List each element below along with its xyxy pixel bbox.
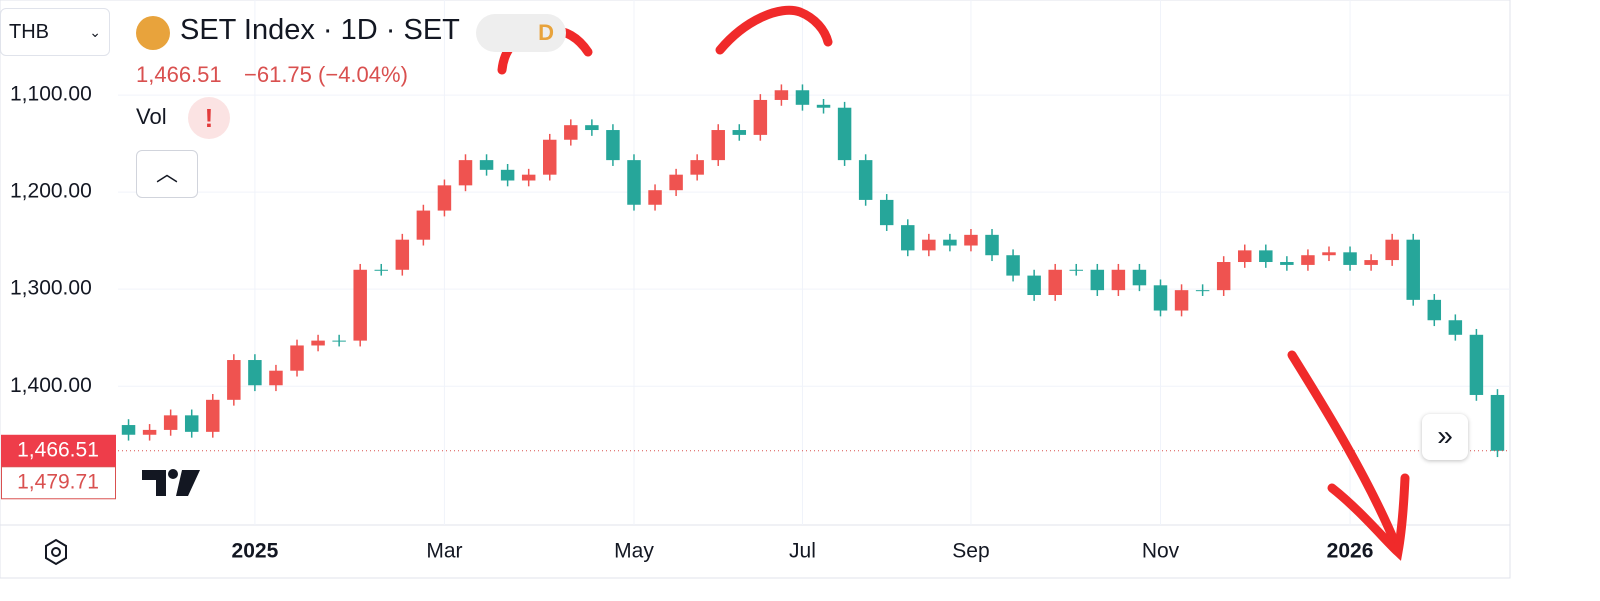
candle-body xyxy=(395,239,410,270)
candle-body xyxy=(1385,239,1399,261)
price-label: 1,466.51 xyxy=(17,438,99,461)
x-tick-label: Jul xyxy=(789,540,816,563)
candle-body xyxy=(1469,334,1484,395)
candle-body xyxy=(1048,269,1062,296)
candle-body xyxy=(1301,255,1315,265)
candle-body xyxy=(374,269,388,271)
candle-body xyxy=(922,239,936,251)
candle-body xyxy=(416,210,431,240)
settings-icon[interactable] xyxy=(45,538,67,566)
candle-body xyxy=(774,90,789,100)
symbol-icon xyxy=(136,16,170,50)
candle-body xyxy=(816,104,831,108)
candle-body xyxy=(985,234,999,256)
candle-body xyxy=(964,234,978,246)
candle-body xyxy=(1174,290,1189,311)
x-tick-label: 2025 xyxy=(232,540,279,563)
candle-body xyxy=(858,160,873,200)
candle-body xyxy=(1280,262,1294,265)
candle-body xyxy=(1216,262,1231,291)
candle-body xyxy=(943,239,957,246)
price-label: 1,479.71 xyxy=(17,470,99,493)
candle-body xyxy=(121,425,136,435)
candle-body xyxy=(1238,250,1252,263)
status-badge: D xyxy=(538,20,554,45)
candle-body xyxy=(1448,320,1463,335)
candle-body xyxy=(795,90,810,105)
candle-body xyxy=(353,269,367,341)
currency: THB xyxy=(9,20,49,43)
candle-body xyxy=(206,399,220,432)
candle-body xyxy=(690,160,704,175)
candle-body xyxy=(1027,275,1041,296)
price-label-box xyxy=(1,434,116,467)
last-price: 1,466.51 xyxy=(136,62,222,87)
candle-body xyxy=(458,160,473,186)
candle-body xyxy=(669,174,683,191)
candle-body xyxy=(627,160,641,205)
x-tick-label: May xyxy=(614,540,654,563)
candle-body xyxy=(1153,285,1168,311)
candle-body xyxy=(1069,269,1083,271)
candle-body xyxy=(1006,255,1020,276)
market-status[interactable]: D xyxy=(476,14,566,52)
currency-select[interactable]: THB ⌄ xyxy=(0,8,110,56)
candle-body xyxy=(711,130,725,161)
candle-body xyxy=(585,125,599,131)
scroll-button[interactable]: » xyxy=(1422,414,1468,460)
candle-body xyxy=(1490,394,1505,451)
y-tick-label: 1,300.00 xyxy=(10,277,92,300)
candle-body xyxy=(648,190,662,205)
y-tick-label: 1,200.00 xyxy=(10,180,92,203)
candle-body xyxy=(732,130,747,135)
y-tick-label: 1,400.00 xyxy=(10,374,92,397)
collapse-button[interactable]: ︿ xyxy=(136,150,198,198)
candle-body xyxy=(1195,290,1210,292)
symbol-title: SET Index · 1D · SET xyxy=(180,14,460,46)
candle-body xyxy=(142,429,157,435)
candle-body xyxy=(269,370,283,386)
candle-body xyxy=(437,185,452,211)
x-tick-label: 2026 xyxy=(1327,540,1374,563)
price-change: −61.75 (−4.04%) xyxy=(244,62,408,87)
candle-body xyxy=(1427,299,1442,321)
candle-body xyxy=(521,174,536,181)
candle-body xyxy=(500,169,515,181)
candle-body xyxy=(311,340,325,346)
candle-body xyxy=(1090,269,1105,291)
candle-body xyxy=(543,139,557,175)
candle-body xyxy=(163,415,178,430)
candle-body xyxy=(564,125,578,140)
price-label-box xyxy=(1,466,116,500)
candle-body xyxy=(332,340,346,342)
x-tick-label: Mar xyxy=(426,540,462,563)
candle-body xyxy=(1322,252,1336,256)
plot: 1,100.00 1,200.00 1,300.00 1,400.00 2025 Mar M… xyxy=(1,0,1510,563)
candle-body xyxy=(248,360,262,386)
candle-body xyxy=(290,345,304,371)
x-tick-label: Sep xyxy=(952,540,989,563)
candle-body xyxy=(1111,269,1126,291)
candle-body xyxy=(1343,252,1357,265)
alert-icon[interactable]: ! xyxy=(188,97,230,139)
logo xyxy=(142,469,200,496)
candle-body xyxy=(1406,239,1420,300)
candle-body xyxy=(1259,250,1273,263)
candle-body xyxy=(184,415,199,432)
candle-body xyxy=(837,107,852,161)
candle-body xyxy=(901,225,915,251)
candle-body xyxy=(1364,260,1378,265)
candle-body xyxy=(1132,269,1147,286)
volume-label: Vol xyxy=(136,104,167,129)
candle-body xyxy=(606,130,620,161)
y-tick-label: 1,100.00 xyxy=(10,83,92,106)
candle-body xyxy=(753,99,768,135)
x-tick-label: Nov xyxy=(1142,540,1180,563)
candle-body xyxy=(879,199,894,226)
candle-body xyxy=(227,360,241,400)
candle-body xyxy=(479,160,494,170)
